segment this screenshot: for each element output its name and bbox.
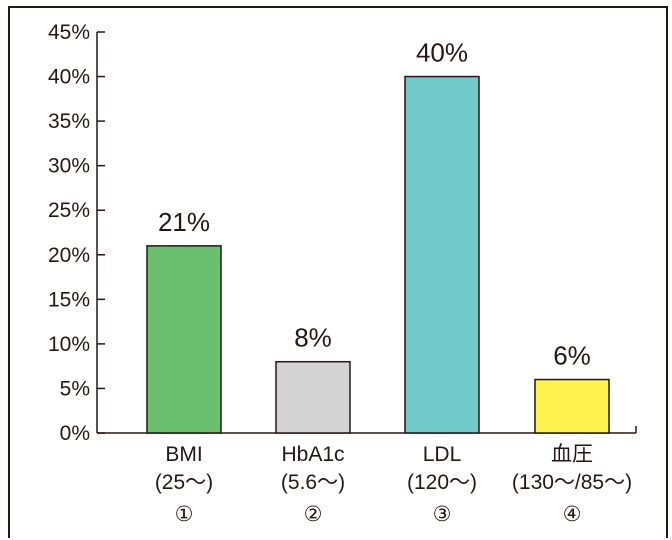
x-tick-label: HbA1c [281, 443, 344, 466]
x-tick-label: ① [175, 503, 194, 526]
y-tick-label: 20% [48, 244, 90, 267]
x-tick-label: (25〜) [155, 471, 213, 494]
labels: 21% BMI (25〜) ① 8% HbA1c (5.6〜) ② 40% LDL (120〜) ③ 6… [155, 38, 632, 526]
x-tick-label: LDL [423, 443, 462, 466]
data-label: 6% [553, 341, 591, 371]
y-tick-label: 30% [48, 155, 90, 178]
data-label: 8% [294, 323, 332, 353]
y-tick-label: 10% [48, 333, 90, 356]
x-tick-label: ② [304, 503, 323, 526]
y-tick-label: 5% [60, 377, 90, 400]
x-tick-label: (5.6〜) [281, 471, 345, 494]
y-tick-label: 40% [48, 66, 90, 89]
y-tick-label: 15% [48, 288, 90, 311]
x-tick-label: ④ [563, 503, 582, 526]
bar [534, 378, 610, 434]
bars [146, 75, 610, 434]
y-tick-label: 0% [60, 422, 90, 445]
bar [404, 75, 480, 434]
axes: 0% 5% 10% 15% 20% 25% 30% 35% 40% 45% [48, 21, 637, 445]
data-label: 21% [158, 207, 210, 237]
bar [146, 245, 222, 434]
x-tick-label: (120〜) [407, 471, 477, 494]
data-label: 40% [416, 38, 468, 68]
x-tick-label: BMI [165, 443, 202, 466]
y-tick-label: 35% [48, 110, 90, 133]
bar [275, 360, 351, 434]
y-tick-label: 25% [48, 199, 90, 222]
chart-frame [8, 6, 668, 538]
x-tick-label: ③ [433, 503, 452, 526]
x-tick-label: (130〜/85〜) [512, 471, 632, 494]
y-tick-label: 45% [48, 21, 90, 44]
x-tick-label: 血圧 [551, 443, 593, 466]
